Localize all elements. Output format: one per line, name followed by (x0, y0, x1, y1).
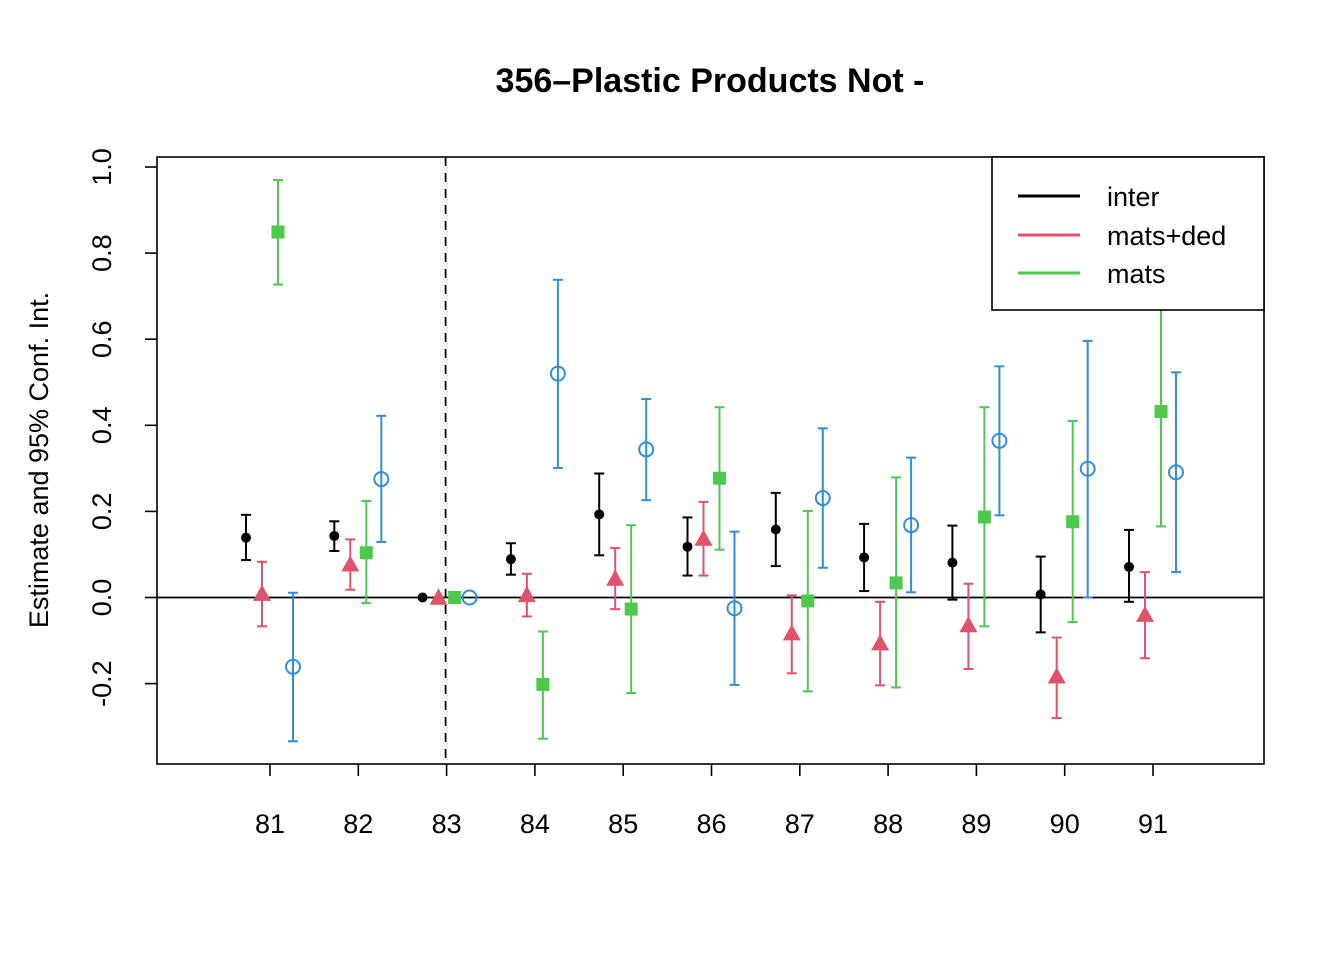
x-tick-label-89: 89 (961, 809, 991, 839)
point-mats-ded-5 (694, 529, 713, 546)
point-mats-ded-10 (1136, 605, 1154, 622)
x-tick-label-84: 84 (520, 809, 550, 839)
point-mats-ded-1 (341, 555, 360, 572)
y-axis: -0.2 0.0 0.2 0.4 0.6 0.8 1.0 (87, 148, 157, 707)
y-tick-label-0.4: 0.4 (87, 407, 117, 445)
legend-label-inter: inter (1107, 182, 1160, 212)
point-mats-0 (271, 225, 285, 239)
point-mats-6 (801, 594, 815, 608)
x-tick-label-91: 91 (1138, 809, 1168, 839)
point-mats-8 (977, 510, 991, 524)
point-series-4-9 (1079, 460, 1096, 477)
point-mats-ded-7 (871, 634, 890, 651)
x-tick-label-85: 85 (608, 809, 638, 839)
point-inter-1 (329, 530, 340, 541)
legend-label-mats-ded: mats+ded (1107, 221, 1226, 251)
point-mats-9 (1066, 515, 1080, 529)
legend: inter mats+ded mats (991, 156, 1265, 311)
point-series-4-2 (461, 589, 478, 606)
point-inter-0 (241, 532, 251, 543)
point-mats-ded-3 (517, 585, 536, 603)
x-tick-label-81: 81 (255, 809, 285, 839)
x-tick-label-90: 90 (1050, 809, 1080, 839)
y-tick-label-0.8: 0.8 (87, 234, 117, 272)
y-tick-label-0.0: 0.0 (87, 579, 117, 617)
point-mats-2 (448, 591, 462, 604)
legend-label-mats: mats (1107, 259, 1166, 289)
data-marks (241, 178, 1184, 743)
point-inter-2 (417, 592, 428, 603)
y-tick-label-0.6: 0.6 (87, 320, 117, 358)
point-mats-4 (624, 602, 638, 616)
point-mats-10 (1154, 405, 1168, 419)
plot-frame (156, 156, 1265, 765)
y-tick-label-0.2: 0.2 (87, 493, 117, 531)
point-mats-ded-2 (429, 588, 448, 605)
point-series-4-7 (903, 517, 920, 534)
point-inter-10 (1124, 561, 1134, 572)
point-series-4-3 (549, 365, 566, 382)
point-inter-8 (947, 557, 958, 568)
point-inter-9 (1035, 589, 1046, 600)
chart-title: 356–Plastic Products Not - (496, 62, 925, 100)
x-tick-label-82: 82 (343, 809, 373, 839)
point-series-4-4 (638, 441, 655, 458)
point-mats-ded-0 (253, 584, 271, 601)
y-tick-label--0.2: -0.2 (87, 660, 117, 707)
point-inter-4 (594, 509, 605, 520)
point-mats-ded-6 (782, 624, 801, 641)
point-inter-7 (859, 552, 870, 563)
x-tick-label-83: 83 (432, 809, 462, 839)
point-series-4-10 (1168, 464, 1184, 481)
point-series-4-6 (814, 490, 831, 507)
x-tick-label-88: 88 (873, 809, 903, 839)
point-inter-6 (770, 524, 781, 535)
point-series-4-1 (373, 471, 390, 488)
point-inter-3 (505, 554, 516, 565)
point-mats-ded-9 (1047, 667, 1066, 684)
point-series-4-5 (726, 600, 743, 617)
point-mats-5 (713, 471, 726, 485)
point-mats-3 (536, 677, 550, 691)
point-inter-5 (682, 541, 693, 552)
x-axis: 81 82 83 84 85 86 87 88 89 90 91 (255, 764, 1168, 839)
point-mats-ded-4 (606, 569, 625, 586)
x-tick-label-87: 87 (785, 809, 815, 839)
point-series-4-8 (991, 432, 1008, 449)
y-tick-label-1.0: 1.0 (87, 148, 117, 186)
point-mats-7 (889, 576, 903, 590)
x-tick-label-86: 86 (696, 809, 726, 839)
point-mats-ded-8 (959, 616, 978, 633)
point-series-4-0 (285, 658, 301, 675)
point-mats-1 (359, 546, 373, 560)
y-axis-label: Estimate and 95% Conf. Int. (24, 292, 54, 628)
